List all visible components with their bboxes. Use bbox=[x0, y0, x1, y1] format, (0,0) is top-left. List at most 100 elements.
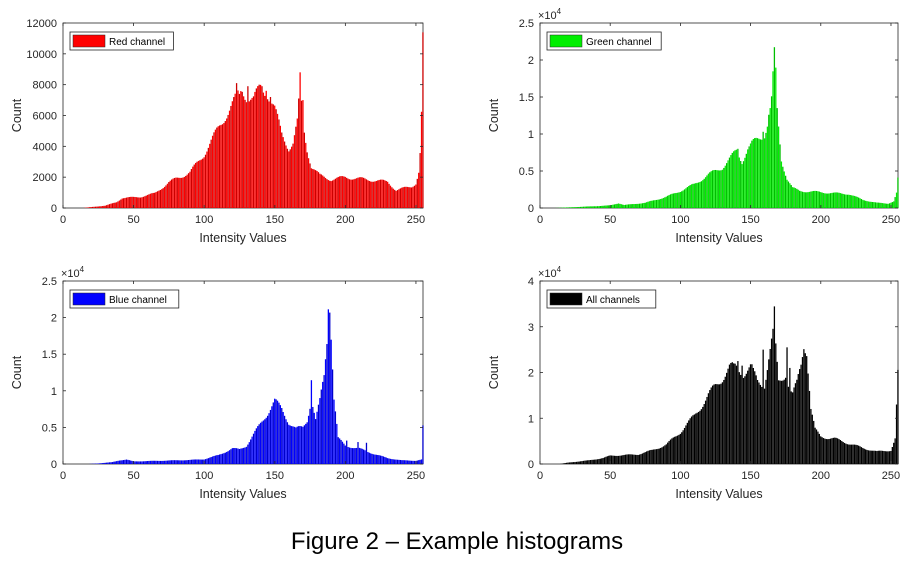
histogram-bar bbox=[895, 192, 898, 208]
histogram-bar bbox=[221, 124, 224, 208]
x-tick-label: 50 bbox=[127, 470, 139, 482]
histogram-bar bbox=[178, 177, 180, 208]
histogram-bar bbox=[97, 206, 99, 208]
histogram-bar bbox=[654, 449, 656, 464]
histogram-bar bbox=[669, 194, 672, 208]
histogram-bar bbox=[226, 118, 228, 208]
histogram-bar bbox=[196, 459, 198, 464]
histogram-bar bbox=[224, 121, 226, 208]
histogram-bar bbox=[617, 455, 620, 464]
histogram-bar bbox=[657, 448, 659, 464]
histogram-bar bbox=[279, 405, 281, 464]
histogram-bar bbox=[265, 90, 267, 208]
y-tick-label: 12000 bbox=[26, 18, 57, 30]
histogram-bar bbox=[106, 205, 108, 208]
histogram-bar bbox=[114, 461, 116, 464]
histogram-bar bbox=[346, 440, 348, 464]
histogram-bar bbox=[234, 93, 236, 208]
histogram-bar bbox=[720, 170, 722, 208]
histogram-bar bbox=[758, 138, 760, 208]
histogram-bar bbox=[797, 189, 799, 208]
histogram-bar bbox=[374, 454, 376, 464]
histogram-bar bbox=[574, 461, 576, 464]
histogram-bar bbox=[807, 373, 809, 464]
histogram-bar bbox=[660, 199, 662, 208]
histogram-bar bbox=[856, 196, 858, 208]
histogram-bar bbox=[702, 406, 704, 464]
histogram-bar bbox=[138, 197, 140, 208]
histogram-bar bbox=[699, 181, 701, 208]
histogram-bar bbox=[759, 139, 762, 208]
histogram-bar bbox=[633, 454, 635, 464]
histogram-bar bbox=[378, 455, 380, 464]
histogram-bar bbox=[646, 202, 648, 208]
histogram-bar bbox=[317, 404, 320, 464]
histogram-bar bbox=[619, 203, 621, 208]
histogram-bar bbox=[800, 364, 802, 464]
histogram-bar bbox=[357, 177, 359, 208]
histogram-bar bbox=[158, 460, 160, 464]
histogram-bar bbox=[97, 463, 99, 464]
histogram-bar bbox=[162, 188, 164, 208]
x-tick-label: 50 bbox=[604, 214, 616, 226]
histogram-bar bbox=[87, 207, 89, 208]
histogram-bar bbox=[646, 451, 648, 464]
y-axis-label: Count bbox=[10, 355, 24, 389]
histogram-bar bbox=[859, 198, 861, 208]
histogram-bar bbox=[125, 459, 128, 464]
histogram-bar bbox=[189, 171, 191, 208]
histogram-bar bbox=[261, 86, 263, 208]
histogram-bar bbox=[333, 179, 335, 208]
histogram-bar bbox=[709, 390, 711, 464]
histogram-bar bbox=[259, 84, 262, 208]
histogram-bar bbox=[697, 182, 700, 208]
histogram-bar bbox=[733, 363, 735, 464]
y-tick-label: 0 bbox=[528, 459, 534, 471]
histogram-bar bbox=[829, 438, 832, 464]
histogram-bar bbox=[134, 461, 136, 464]
histogram-bar bbox=[176, 460, 178, 464]
histogram-bar bbox=[848, 444, 850, 464]
histogram-bar bbox=[324, 177, 327, 208]
histogram-bar bbox=[831, 192, 833, 208]
histogram-bar bbox=[276, 113, 279, 208]
histogram-bar bbox=[281, 132, 283, 208]
histogram-bar bbox=[603, 457, 606, 464]
histogram-bar bbox=[329, 312, 331, 464]
histogram-bar bbox=[671, 193, 673, 208]
histogram-bar bbox=[110, 462, 112, 464]
histogram-bar bbox=[281, 408, 283, 464]
histogram-bar bbox=[897, 177, 899, 208]
histogram-bar bbox=[734, 150, 736, 208]
figure-caption: Figure 2 – Example histograms bbox=[290, 528, 624, 555]
histogram-bar bbox=[756, 138, 759, 208]
histogram-bar bbox=[794, 383, 797, 464]
histogram-bar bbox=[735, 149, 738, 208]
histogram-bar bbox=[741, 164, 743, 208]
histogram-bar bbox=[887, 451, 889, 464]
histogram-bar bbox=[162, 460, 164, 464]
histogram-bar bbox=[309, 163, 311, 208]
histogram-bar bbox=[829, 193, 832, 208]
histogram-bar bbox=[381, 179, 383, 208]
histogram-bar bbox=[343, 176, 345, 208]
histogram-bar bbox=[727, 368, 729, 464]
histogram-bar bbox=[619, 455, 621, 464]
histogram-bar bbox=[296, 118, 298, 208]
histogram-bar bbox=[137, 461, 139, 464]
histogram-bar bbox=[323, 176, 325, 208]
histogram-bar bbox=[353, 179, 355, 208]
histogram-bar bbox=[728, 364, 731, 464]
histogram-bar bbox=[363, 177, 365, 208]
histogram-bar bbox=[355, 178, 358, 208]
histogram-bar bbox=[689, 418, 691, 464]
histogram-bar bbox=[608, 205, 610, 208]
histogram-bar bbox=[852, 195, 854, 208]
histogram-bar bbox=[219, 454, 221, 464]
histogram-bar bbox=[857, 197, 860, 208]
y-tick-label: 8000 bbox=[33, 80, 57, 92]
histogram-bar bbox=[772, 328, 774, 464]
y-tick-label: 1 bbox=[528, 413, 534, 425]
histogram-bar bbox=[336, 423, 338, 464]
histogram-bar bbox=[769, 348, 771, 464]
